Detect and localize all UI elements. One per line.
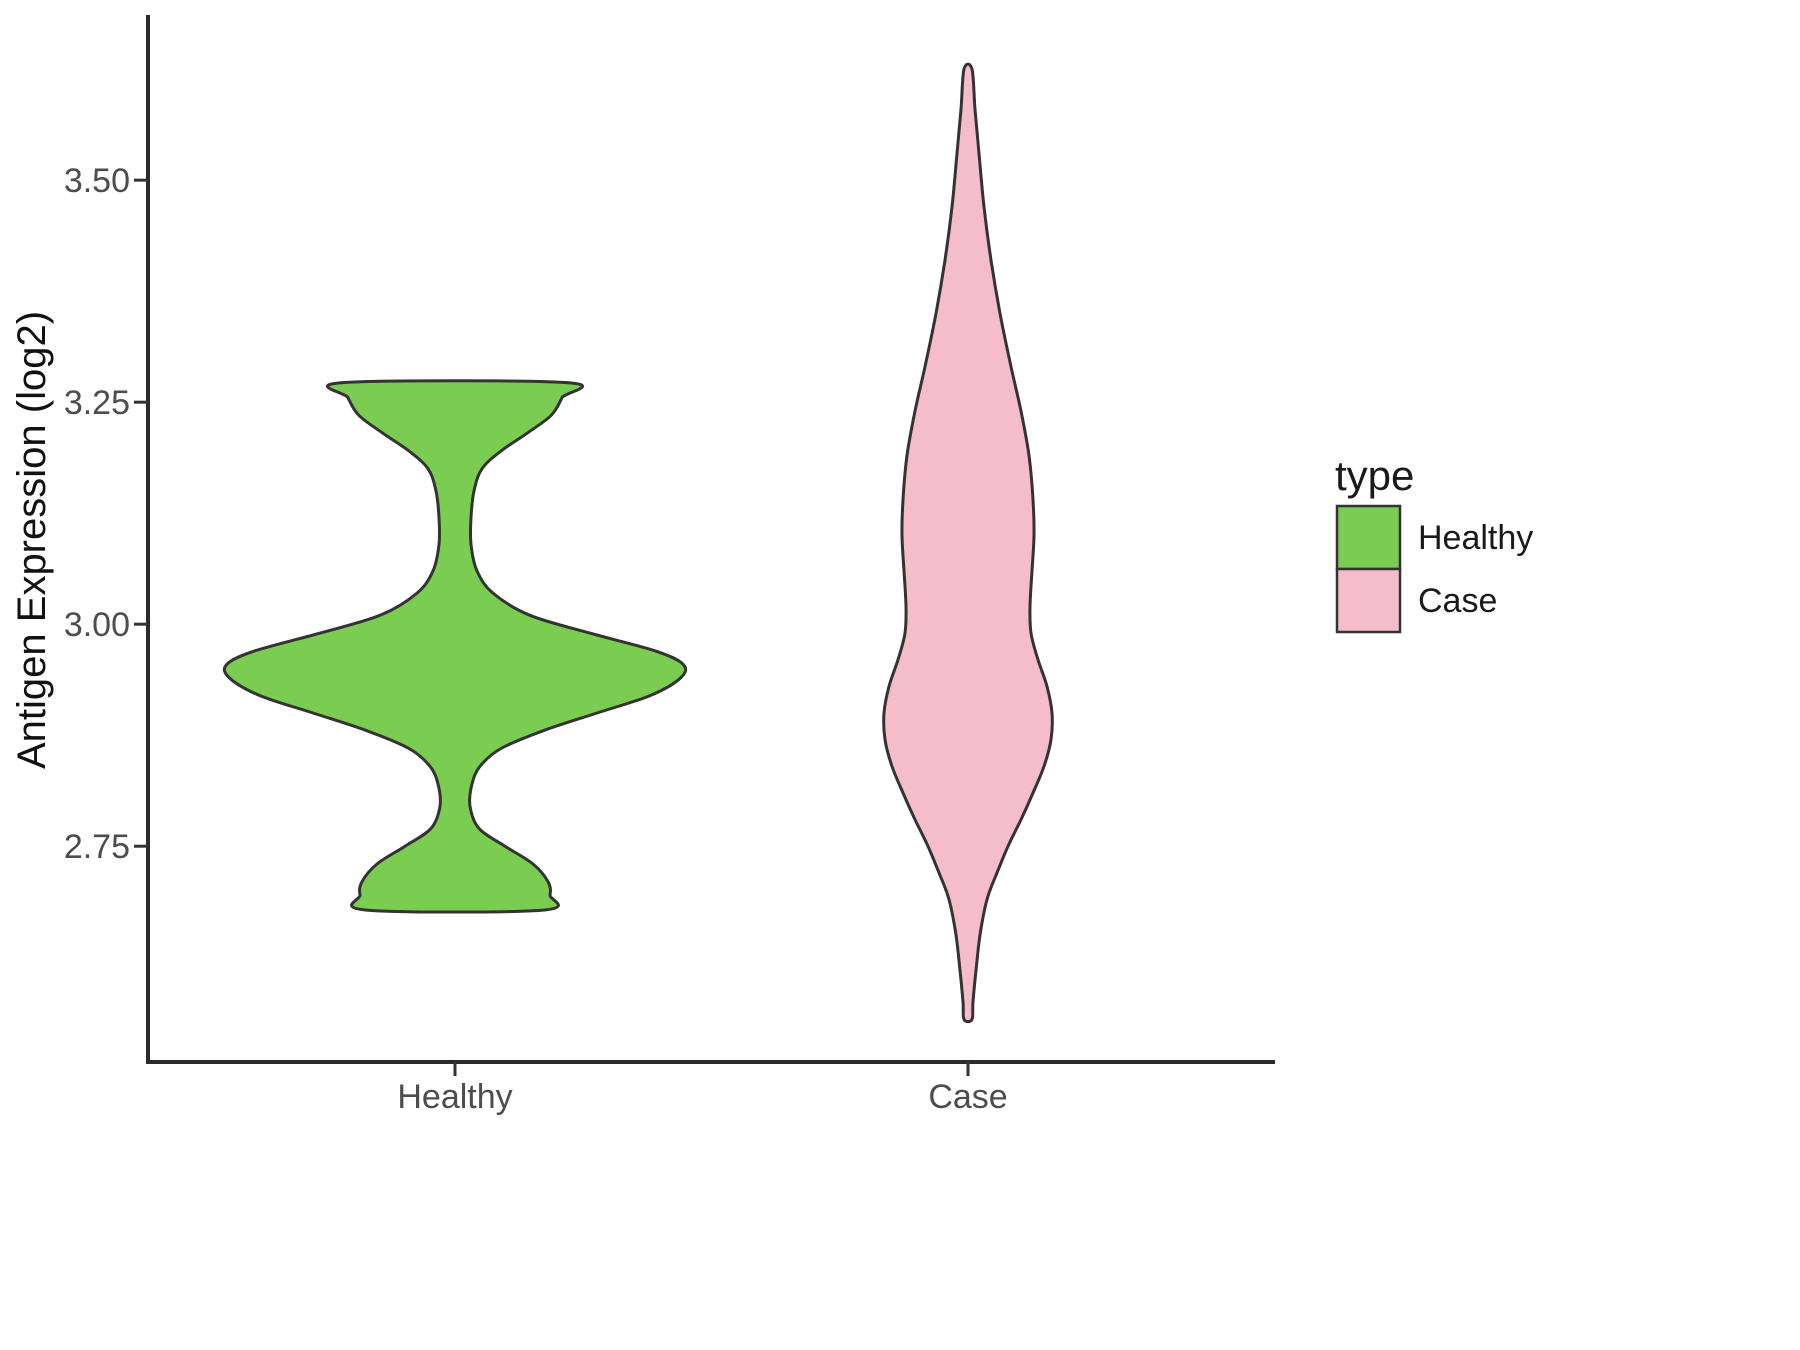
y-tick-label: 3.25 <box>64 384 130 422</box>
violin-group <box>222 62 1054 1024</box>
x-tick-label-healthy: Healthy <box>397 1078 512 1116</box>
y-axis-title: Antigen Expression (log2) <box>10 311 54 769</box>
legend: type Healthy Case <box>1335 452 1533 634</box>
x-tick-labels: Healthy Case <box>397 1078 1007 1116</box>
tick-marks <box>134 178 970 1076</box>
y-tick-labels: 2.75 3.00 3.25 3.50 <box>64 162 130 866</box>
y-tick-label: 2.75 <box>64 828 130 866</box>
y-tick-label: 3.00 <box>64 606 130 644</box>
violin-case <box>882 62 1054 1024</box>
legend-swatch-healthy <box>1335 504 1402 571</box>
legend-swatch-case <box>1335 567 1402 634</box>
x-tick-label-case: Case <box>928 1078 1007 1116</box>
violin-healthy <box>222 379 688 914</box>
legend-title: type <box>1335 452 1414 499</box>
y-tick-label: 3.50 <box>64 162 130 200</box>
legend-label-case: Case <box>1418 582 1497 620</box>
legend-label-healthy: Healthy <box>1418 519 1533 557</box>
